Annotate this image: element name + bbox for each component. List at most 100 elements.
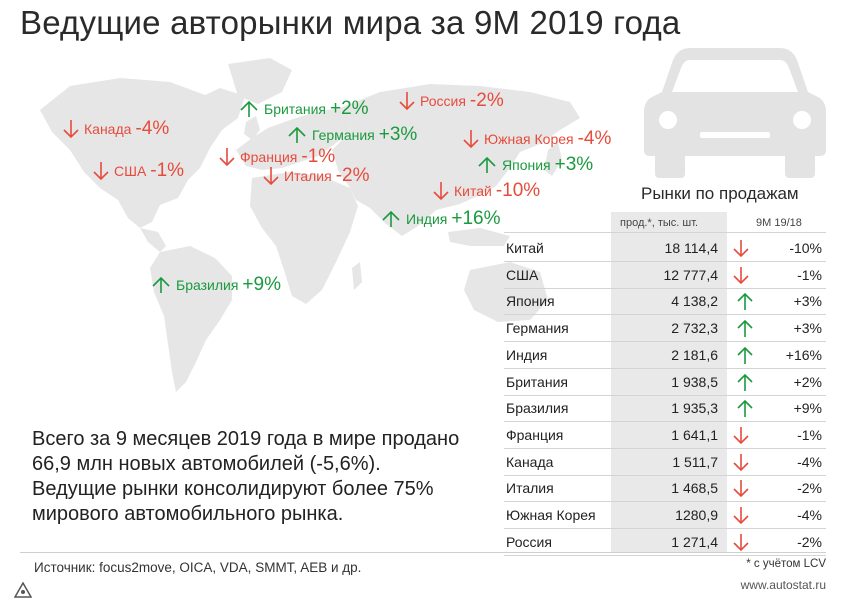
- table-row: Канада 1 511,7 -4%: [504, 450, 826, 476]
- row-divider: [504, 261, 826, 262]
- britain: [244, 116, 260, 140]
- marker-pct: +2%: [329, 98, 369, 119]
- marker-usa: США -1%: [92, 160, 184, 182]
- source-note: Источник: focus2move, OICA, VDA, SMMT, A…: [34, 560, 362, 575]
- autostat-logo-icon: [14, 582, 32, 598]
- row-market: США: [506, 267, 539, 283]
- marker-name: Британия: [264, 101, 326, 117]
- marker-france: Франция -1%: [218, 146, 335, 168]
- row-sales: 2 181,6: [671, 347, 718, 363]
- table-row: Япония 4 138,2 +3%: [504, 289, 826, 315]
- marker-india: Индия +16%: [380, 208, 501, 230]
- marker-pct: -2%: [469, 90, 504, 111]
- row-divider: [504, 421, 826, 422]
- marker-pct: +16%: [451, 208, 501, 229]
- marker-pct: -4%: [577, 128, 612, 149]
- arrow-up-icon: [737, 399, 753, 417]
- row-market: Южная Корея: [506, 507, 596, 523]
- marker-name: Южная Корея: [484, 131, 574, 147]
- row-divider: [504, 368, 826, 369]
- marker-pct: -4%: [135, 118, 170, 139]
- row-divider: [504, 395, 826, 396]
- row-sales: 12 777,4: [663, 267, 719, 283]
- greenland: [228, 58, 292, 104]
- row-market: Индия: [506, 347, 548, 363]
- row-divider: [504, 555, 826, 556]
- marker-name: Россия: [420, 93, 466, 109]
- marker-name: Италия: [284, 168, 332, 184]
- summary-line: Всего за 9 месяцев 2019 года в мире прод…: [32, 428, 460, 450]
- header-change: 9М 19/18: [756, 217, 802, 229]
- marker-name: Германия: [312, 127, 375, 143]
- arrow-down-icon: [733, 267, 749, 285]
- table-row: Германия 2 732,3 +3%: [504, 316, 826, 342]
- table-row: США 12 777,4 -1%: [504, 263, 826, 289]
- marker-pct: +9%: [242, 274, 281, 295]
- row-divider: [504, 528, 826, 529]
- site-url[interactable]: www.autostat.ru: [740, 578, 826, 592]
- row-change: -2%: [797, 480, 822, 496]
- row-sales: 1 935,3: [671, 400, 718, 416]
- table-row: Китай 18 114,4 -10%: [504, 236, 826, 262]
- north-america: [40, 78, 245, 228]
- marker-china: Китай -10%: [432, 180, 540, 202]
- marker-name: Индия: [406, 211, 448, 227]
- row-change: +16%: [785, 347, 822, 363]
- marker-pct: -10%: [495, 180, 541, 201]
- arrow-down-icon: [63, 120, 79, 139]
- australia: [464, 262, 548, 322]
- marker-pct: -1%: [301, 146, 336, 167]
- arrow-down-icon: [399, 92, 415, 111]
- marker-pct: -1%: [150, 160, 185, 181]
- summary-line: Ведущие рынки консолидируют более 75%: [32, 478, 434, 500]
- row-sales: 1 468,5: [671, 480, 718, 496]
- row-market: Россия: [506, 534, 552, 550]
- marker-germany: Германия +3%: [286, 124, 417, 146]
- row-change: +3%: [793, 320, 822, 336]
- row-market: Япония: [506, 293, 555, 309]
- marker-brazil: Бразилия +9%: [150, 274, 281, 296]
- marker-name: Япония: [502, 157, 551, 173]
- arrow-down-icon: [463, 130, 479, 149]
- marker-name: Канада: [84, 121, 132, 137]
- arrow-down-icon: [733, 534, 749, 552]
- row-divider: [504, 288, 826, 289]
- arrow-up-icon: [240, 100, 258, 117]
- summary-line: мирового автомобильного рынка.: [32, 503, 344, 525]
- row-change: +2%: [793, 374, 822, 390]
- continents: [40, 58, 580, 392]
- marker-russia: Россия -2%: [398, 90, 504, 112]
- row-market: Франция: [506, 427, 564, 443]
- footer-divider: [20, 552, 826, 553]
- row-sales: 1 641,1: [671, 427, 718, 443]
- marker-name: Бразилия: [176, 277, 239, 293]
- arrow-up-icon: [478, 156, 496, 173]
- marker-name: Китай: [454, 183, 492, 199]
- table-row: Бразилия 1 935,3 +9%: [504, 396, 826, 422]
- header-sales: прод.*, тыс. шт.: [620, 217, 699, 229]
- header-divider: [504, 232, 826, 233]
- arrow-down-icon: [263, 167, 279, 186]
- table-row: Индия 2 181,6 +16%: [504, 343, 826, 369]
- arrow-up-icon: [737, 373, 753, 391]
- arrow-down-icon: [733, 240, 749, 258]
- indonesia: [448, 228, 510, 246]
- table-row: Британия 1 938,5 +2%: [504, 370, 826, 396]
- row-market: Канада: [506, 454, 554, 470]
- summary-line: 66,9 млн новых автомобилей (-5,6%).: [32, 453, 381, 475]
- table-row: Россия 1 271,4 -2%: [504, 530, 826, 556]
- arrow-up-icon: [737, 319, 753, 337]
- arrow-up-icon: [288, 126, 306, 143]
- arrow-up-icon: [382, 210, 400, 227]
- arrow-up-icon: [737, 346, 753, 364]
- row-sales: 2 732,3: [671, 320, 718, 336]
- arrow-down-icon: [733, 507, 749, 525]
- row-divider: [504, 501, 826, 502]
- marker-japan: Япония +3%: [476, 154, 593, 176]
- row-sales: 1 511,7: [672, 454, 718, 470]
- japan: [544, 142, 562, 176]
- row-sales: 18 114,4: [664, 240, 718, 256]
- row-change: -10%: [789, 240, 822, 256]
- table-row: Италия 1 468,5 -2%: [504, 476, 826, 502]
